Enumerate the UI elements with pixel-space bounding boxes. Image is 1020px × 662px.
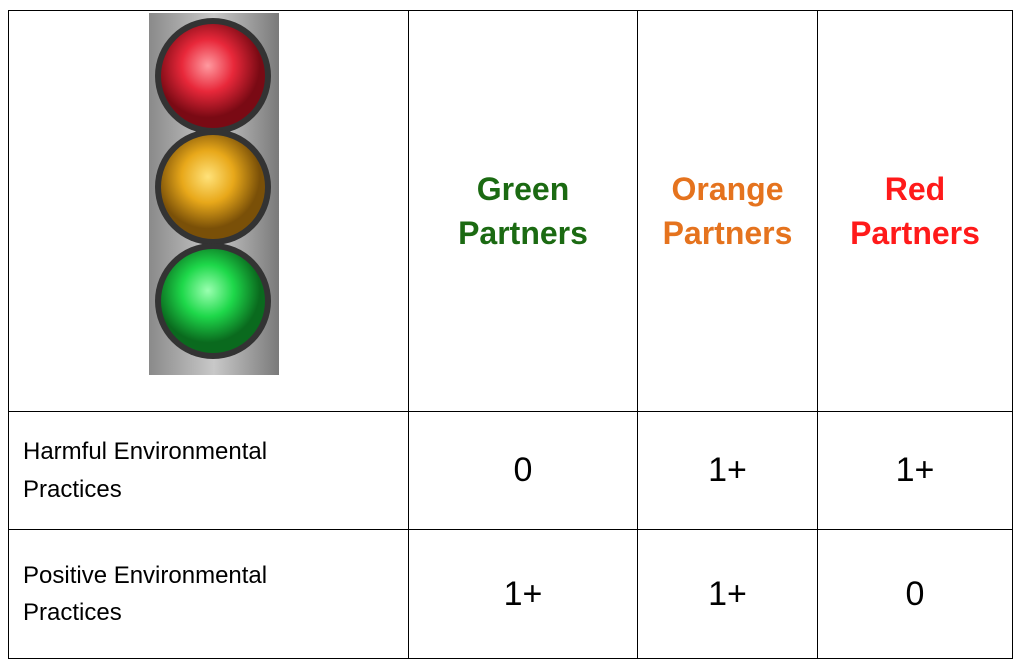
red-lamp bbox=[161, 24, 265, 128]
cell-value: 0 bbox=[818, 530, 1013, 659]
amber-lamp bbox=[161, 135, 265, 239]
row-label: Harmful Environmental Practices bbox=[9, 412, 409, 530]
partner-table: Green Partners Orange Partners Red Partn… bbox=[8, 10, 1013, 659]
header-cell: Orange Partners bbox=[638, 11, 818, 412]
header-row: Green Partners Orange Partners Red Partn… bbox=[9, 11, 1013, 412]
page: Green Partners Orange Partners Red Partn… bbox=[0, 0, 1020, 662]
row-label: Positive Environmental Practices bbox=[9, 530, 409, 659]
green-lamp bbox=[161, 249, 265, 353]
header-cell: Red Partners bbox=[818, 11, 1013, 412]
cell-value: 1+ bbox=[638, 530, 818, 659]
header-cell: Green Partners bbox=[409, 11, 638, 412]
cell-value: 1+ bbox=[409, 530, 638, 659]
traffic-light-cell bbox=[9, 11, 409, 412]
traffic-light bbox=[9, 11, 409, 406]
cell-value: 0 bbox=[409, 412, 638, 530]
cell-value: 1+ bbox=[818, 412, 1013, 530]
table-row: Positive Environmental Practices 1+ 1+ 0 bbox=[9, 530, 1013, 659]
table-row: Harmful Environmental Practices 0 1+ 1+ bbox=[9, 412, 1013, 530]
cell-value: 1+ bbox=[638, 412, 818, 530]
